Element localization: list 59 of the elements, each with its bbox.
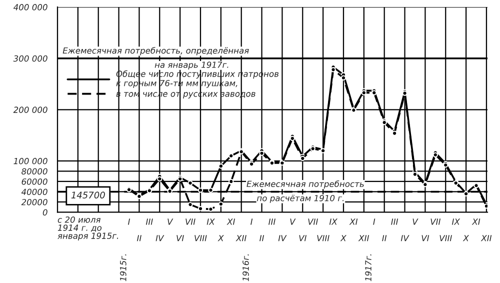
x-tick-label: XII xyxy=(480,235,492,242)
text: 1917г. xyxy=(365,254,372,282)
x-tick-label: XI xyxy=(472,218,480,225)
text: 1915г. xyxy=(120,254,126,282)
x-tick-label: X xyxy=(340,235,346,242)
annotation: 145700 xyxy=(71,192,105,198)
x-tick-label: VIII xyxy=(440,235,452,242)
y-tick-label: 20000 xyxy=(21,198,48,206)
y-tick-label: 300 000 xyxy=(13,55,48,62)
ref-line-label: Ежемесячная потребность, определённая на январь 1917г. xyxy=(62,47,249,70)
text: 1916г. xyxy=(242,254,249,282)
x-tick-label: IX xyxy=(329,218,338,225)
x-tick-label: I xyxy=(250,218,253,225)
x-tick-label: III xyxy=(268,218,276,225)
point xyxy=(208,188,214,193)
point xyxy=(188,180,193,186)
x-tick-label: X xyxy=(462,235,470,242)
x-tick-label: XI xyxy=(349,218,358,225)
x-tick-label: IV xyxy=(278,235,287,242)
x-tick-label: III xyxy=(146,218,153,225)
x-tick-label: II xyxy=(260,235,264,242)
x-tick-label: VI xyxy=(176,235,184,242)
point xyxy=(340,75,346,80)
x-tick-label: VI xyxy=(299,235,306,242)
x-tick-label: IV xyxy=(400,235,410,242)
y-tick-label: 0 xyxy=(42,209,48,216)
x-tick-label: IV xyxy=(156,235,164,242)
y-tick-label: 40000 xyxy=(21,188,48,196)
x-tick-label: I xyxy=(128,218,130,225)
x-tick-label: II xyxy=(382,235,387,242)
x-tick-label: VII xyxy=(186,218,196,225)
x-tick-label: IX xyxy=(452,218,460,225)
x-tick-label: X xyxy=(218,235,224,242)
point xyxy=(198,188,204,193)
x-tick-label: V xyxy=(168,218,174,225)
x-tick-label: VI xyxy=(422,235,430,242)
x-tick-label: VII xyxy=(308,218,318,225)
y-tick-label: 60000 xyxy=(22,178,48,185)
x-tick-label: XI xyxy=(226,218,235,225)
x-tick-label: VII xyxy=(430,218,440,225)
x-tick-label: III xyxy=(391,218,398,225)
y-tick-label: 200 000 xyxy=(13,106,48,113)
y-tick-label: 400 000 xyxy=(13,4,48,10)
x-tick-label: IX xyxy=(206,218,215,225)
x-tick-label: XII xyxy=(236,235,246,242)
point xyxy=(208,206,214,212)
x-tick-label: VIII xyxy=(194,235,207,242)
ref-line-label: Ежемесячная потребность по расчётам 1910 г. xyxy=(246,180,364,203)
point xyxy=(157,176,162,182)
x-tick-label: с 20 июля 1914 г. до января 1915г. xyxy=(58,216,118,241)
y-tick-label: 100 000 xyxy=(14,158,48,164)
y-tick-label: 80000 xyxy=(22,168,48,174)
point xyxy=(259,150,264,156)
x-tick-label: VIII xyxy=(317,235,330,242)
x-tick-label: V xyxy=(412,218,418,225)
x-tick-label: V xyxy=(290,218,296,225)
x-tick-label: II xyxy=(136,235,142,242)
x-tick-label: I xyxy=(373,218,376,225)
x-tick-label: XII xyxy=(358,235,369,242)
